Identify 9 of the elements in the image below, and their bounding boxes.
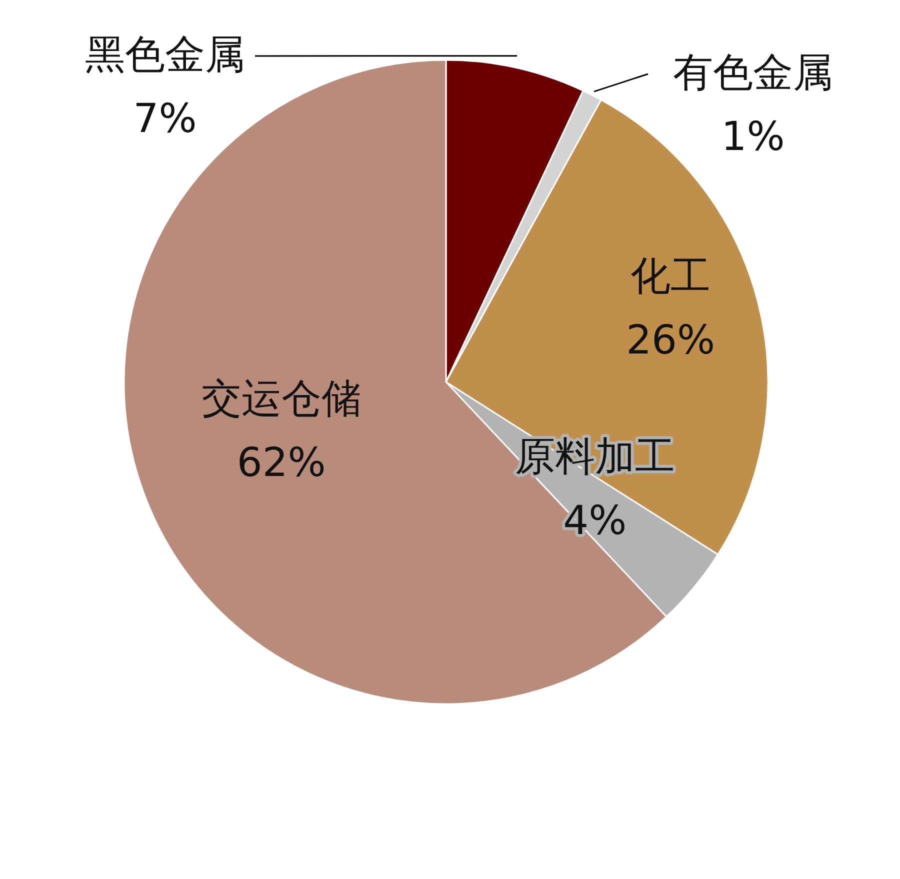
data-label: 1% [721, 114, 785, 160]
data-label: 7% [133, 96, 197, 142]
slice-label: 化工 [630, 253, 711, 300]
data-label: 62% [236, 440, 326, 486]
slice-label: 黑色金属 [85, 32, 245, 78]
slice-label: 有色金属 [673, 50, 833, 96]
data-label: 26% [626, 317, 716, 364]
data-label: 4% [563, 498, 627, 544]
slice-label: 交运仓储 [201, 376, 362, 422]
